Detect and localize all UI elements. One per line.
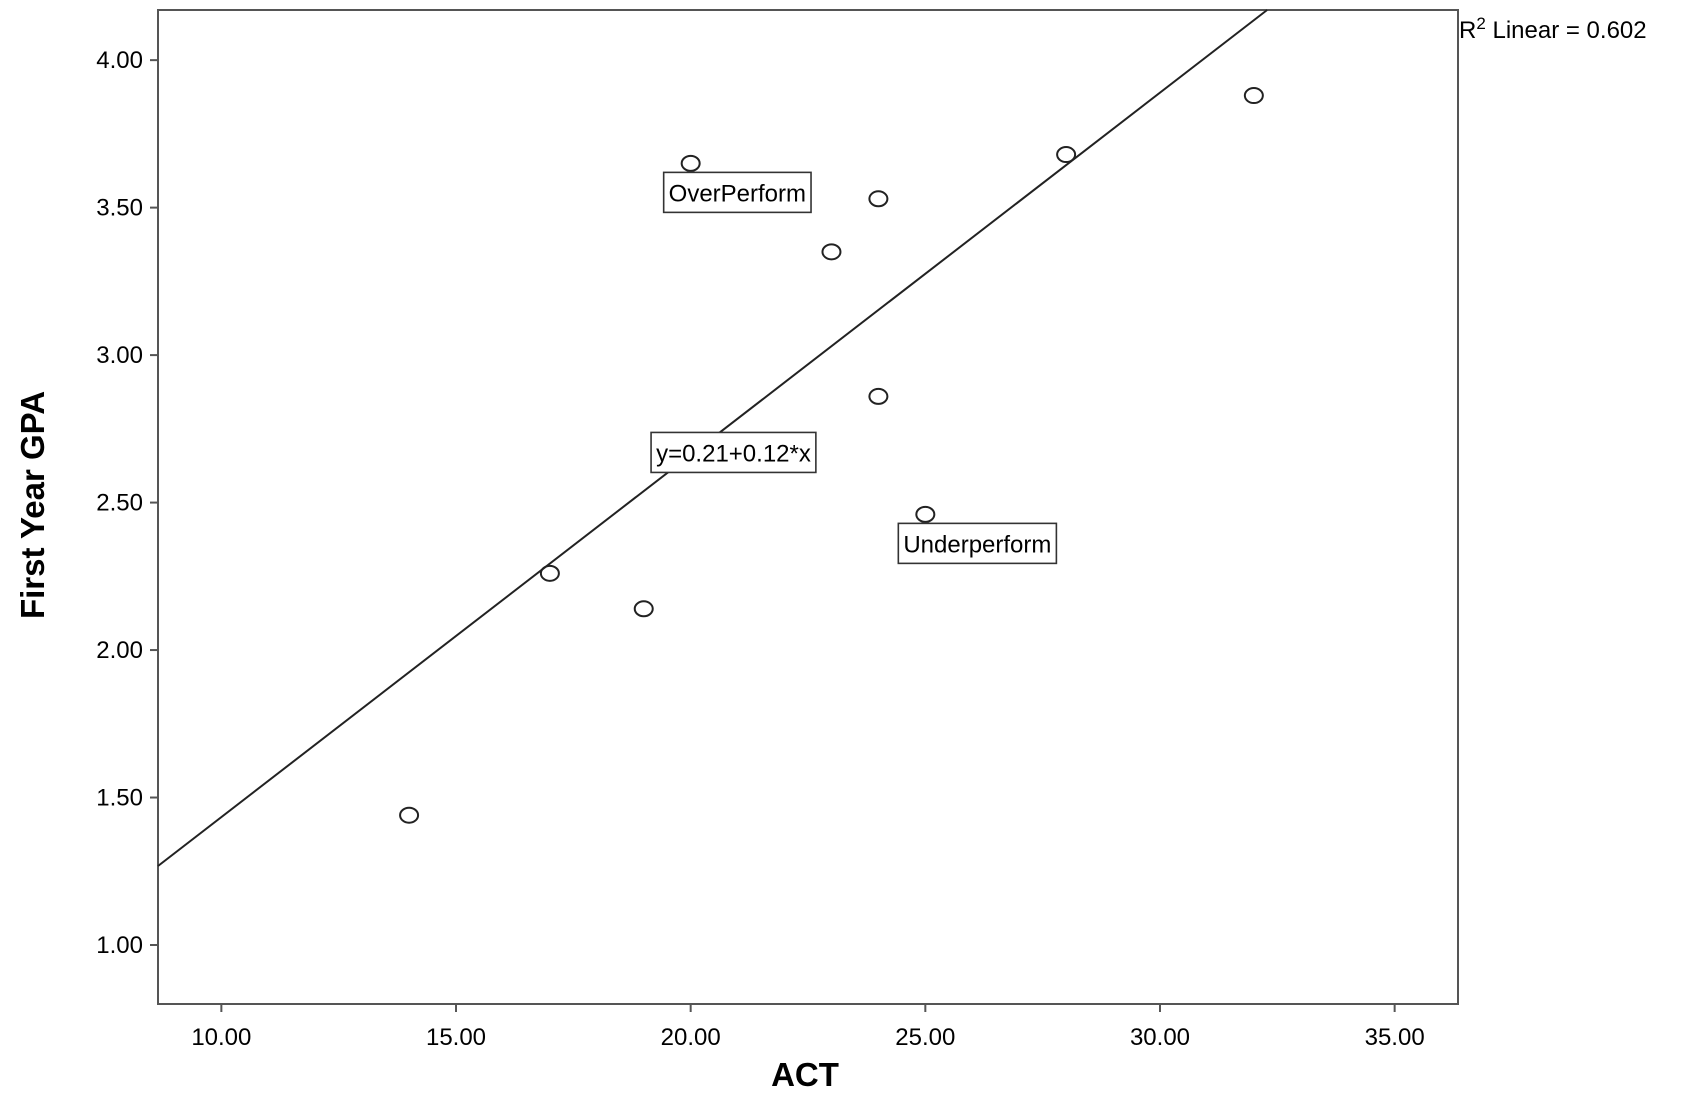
- y-tick-label: 1.50: [96, 785, 143, 812]
- y-axis: 1.00 1.50 2.00 2.50 3.00 3.50 4.00: [96, 47, 158, 959]
- y-tick-label: 4.00: [96, 47, 143, 74]
- data-point: [399, 806, 420, 824]
- y-tick-label: 2.50: [96, 490, 143, 517]
- r-squared-label: R2 Linear = 0.602: [1459, 14, 1647, 44]
- plot-area: [157, 9, 1459, 1005]
- data-point: [868, 387, 889, 405]
- data-point: [915, 505, 936, 523]
- annotation-text: OverPerform: [669, 180, 806, 207]
- annotation: OverPerform: [662, 171, 812, 214]
- annotation: y=0.21+0.12*x: [650, 431, 817, 474]
- x-tick-label: 20.00: [661, 1024, 721, 1051]
- r-squared-prefix: R: [1459, 17, 1476, 44]
- data-point: [633, 600, 654, 618]
- x-axis: 10.00 15.00 20.00 25.00 30.00 35.00: [191, 1004, 1425, 1051]
- data-point: [868, 190, 889, 208]
- y-tick-label: 3.00: [96, 342, 143, 369]
- x-tick-label: 35.00: [1365, 1024, 1425, 1051]
- annotation-text: y=0.21+0.12*x: [656, 440, 811, 467]
- data-point: [1243, 87, 1264, 105]
- x-tick-label: 15.00: [426, 1024, 486, 1051]
- data-point: [680, 154, 701, 172]
- annotation-box: [897, 522, 1058, 565]
- annotations: OverPerform y=0.21+0.12*x Underperform: [650, 171, 1058, 565]
- y-axis-title: First Year GPA: [14, 391, 51, 619]
- annotation-box: [662, 171, 812, 214]
- annotation: Underperform: [897, 522, 1058, 565]
- annotation-box: [650, 431, 817, 474]
- x-tick-label: 30.00: [1130, 1024, 1190, 1051]
- x-axis-title: ACT: [771, 1056, 839, 1093]
- data-point: [539, 564, 560, 582]
- y-tick-label: 1.00: [96, 932, 143, 959]
- data-points: [399, 87, 1264, 824]
- r-squared-superscript: 2: [1476, 14, 1485, 33]
- y-tick-label: 2.00: [96, 637, 143, 664]
- data-point: [821, 243, 842, 261]
- data-point: [1056, 146, 1077, 164]
- y-tick-label: 3.50: [96, 195, 143, 222]
- annotation-text: Underperform: [903, 531, 1051, 558]
- x-tick-label: 25.00: [895, 1024, 955, 1051]
- x-tick-label: 10.00: [191, 1024, 251, 1051]
- r-squared-text: Linear = 0.602: [1486, 17, 1647, 44]
